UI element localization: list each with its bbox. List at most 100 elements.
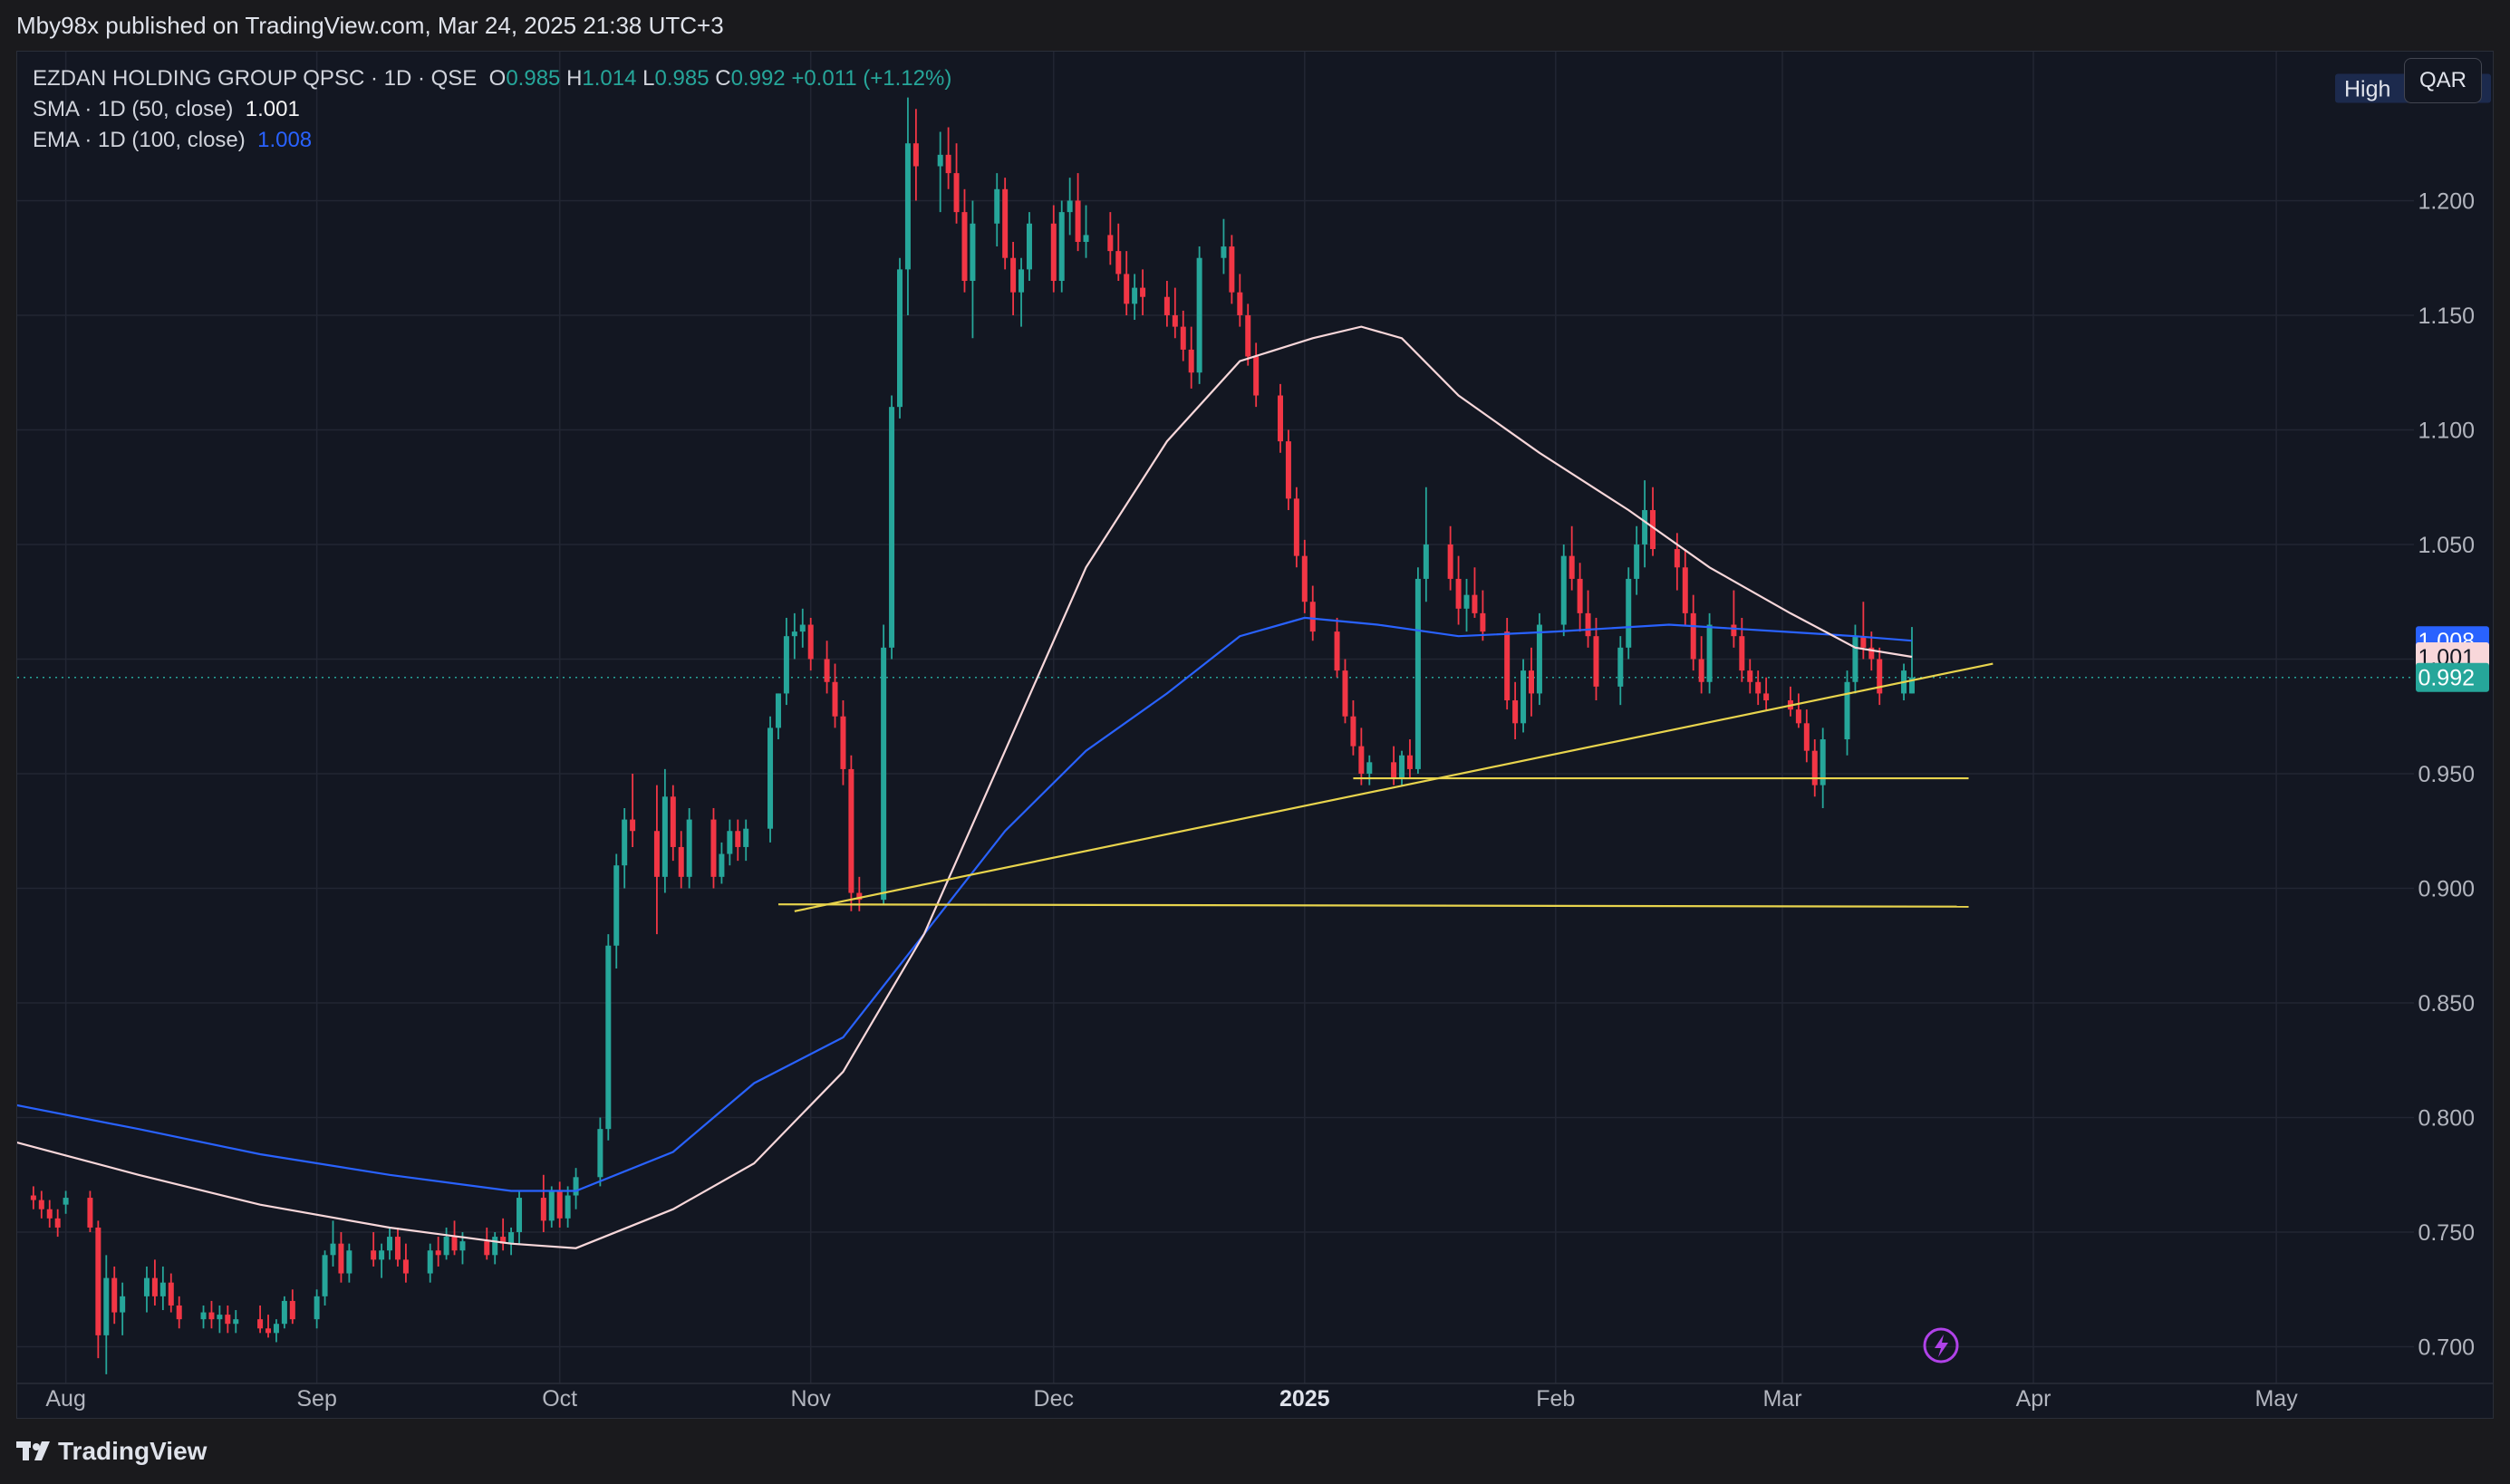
- candle-body: [371, 1250, 377, 1260]
- candle-body: [1504, 631, 1511, 701]
- candle-body: [1010, 257, 1017, 293]
- candle-body: [605, 945, 612, 1130]
- candle-body: [1463, 594, 1470, 609]
- chart-panel[interactable]: 1.2001.1501.1001.0501.0000.9500.9000.850…: [16, 51, 2494, 1419]
- candle-body: [1050, 223, 1057, 282]
- price-tick-label: 0.700: [2418, 1335, 2475, 1361]
- candle-body: [678, 846, 684, 877]
- time-axis: Aug Sep Oct Nov Dec 2025 Feb Mar Apr May: [17, 1383, 2493, 1412]
- candle-body: [912, 143, 919, 167]
- candle-body: [1698, 659, 1704, 682]
- candle-body: [87, 1198, 93, 1228]
- candle-body: [1309, 602, 1316, 632]
- candle-body: [1674, 549, 1680, 568]
- candle-body: [435, 1250, 441, 1256]
- candle-body: [273, 1324, 279, 1334]
- candle-body: [1107, 235, 1114, 252]
- currency-button[interactable]: QAR: [2404, 58, 2482, 103]
- candle-body: [1803, 723, 1810, 751]
- candle-body: [881, 647, 887, 901]
- candle-body: [961, 212, 968, 282]
- candle-body: [1067, 200, 1073, 213]
- candle-body: [824, 659, 830, 682]
- candle-body: [670, 796, 676, 847]
- candle-body: [548, 1190, 555, 1221]
- candle-body: [120, 1296, 126, 1313]
- candle-body: [427, 1250, 433, 1274]
- price-tick-label: 1.200: [2418, 188, 2475, 214]
- time-tick-label: Aug: [45, 1386, 85, 1412]
- ema-row[interactable]: EMA · 1D (100, close) 1.008: [33, 125, 951, 156]
- lightning-icon[interactable]: [1923, 1327, 1959, 1364]
- candle-body: [314, 1296, 320, 1320]
- candle-body: [597, 1129, 603, 1178]
- candle-body: [1018, 269, 1025, 293]
- price-axis-bg: [2414, 52, 2493, 1418]
- time-tick-label: Mar: [1762, 1386, 1801, 1412]
- candle-body: [281, 1300, 287, 1325]
- candle-body: [767, 728, 774, 829]
- candle-body: [1366, 762, 1373, 774]
- last-price-tag: 0.992: [2418, 666, 2475, 691]
- candle-body: [1301, 555, 1308, 602]
- candle-body: [1626, 578, 1632, 648]
- symbol-row: EZDAN HOLDING GROUP QPSC · 1D · QSE O0.9…: [33, 63, 951, 94]
- candle-body: [217, 1315, 223, 1320]
- candle-body: [1868, 647, 1875, 660]
- price-tick-label: 1.050: [2418, 533, 2475, 558]
- candle-body: [791, 631, 797, 637]
- price-tick-label: 1.150: [2418, 304, 2475, 329]
- candle-body: [1423, 544, 1429, 579]
- candle-body: [622, 819, 628, 866]
- candle-body: [1585, 612, 1591, 637]
- candle-body: [970, 223, 976, 282]
- footer: TradingView: [0, 1419, 2510, 1484]
- candle-body: [1690, 612, 1696, 660]
- candle-body: [1277, 395, 1283, 442]
- candles: [30, 97, 1915, 1374]
- time-tick-label: Dec: [1034, 1386, 1074, 1412]
- chart-legend: EZDAN HOLDING GROUP QPSC · 1D · QSE O0.9…: [33, 63, 951, 156]
- candle-body: [1285, 441, 1291, 499]
- candle-body: [159, 1282, 166, 1296]
- candle-body: [540, 1198, 546, 1221]
- change-value: +0.011 (+1.12%): [791, 66, 952, 91]
- candle-body: [394, 1237, 401, 1260]
- price-tick-label: 0.900: [2418, 876, 2475, 901]
- candle-body: [38, 1200, 44, 1209]
- candle-body: [1706, 624, 1713, 682]
- candle-body: [379, 1250, 385, 1260]
- candle-body: [484, 1241, 490, 1256]
- candle-body: [1406, 755, 1413, 769]
- open-value: 0.985: [506, 66, 561, 91]
- time-tick-label: Sep: [296, 1386, 336, 1412]
- candle-body: [200, 1312, 207, 1320]
- candle-body: [1391, 762, 1397, 779]
- candle-body: [233, 1319, 239, 1325]
- candle-body: [1237, 292, 1243, 315]
- candle-body: [1739, 636, 1745, 671]
- sma-row[interactable]: SMA · 1D (50, close) 1.001: [33, 94, 951, 125]
- candle-body: [322, 1255, 328, 1296]
- candle-body: [1196, 257, 1202, 373]
- low-value: 0.985: [654, 66, 710, 91]
- candle-body: [848, 768, 854, 893]
- tradingview-logo-icon: [16, 1441, 50, 1460]
- price-tick-label: 0.850: [2418, 991, 2475, 1017]
- symbol-name: EZDAN HOLDING GROUP QPSC · 1D · QSE: [33, 66, 478, 91]
- time-tick-label: Feb: [1536, 1386, 1575, 1412]
- candle-body: [330, 1243, 336, 1256]
- candle-body: [1350, 716, 1356, 747]
- candle-body: [111, 1277, 118, 1313]
- price-tick-label: 0.800: [2418, 1106, 2475, 1132]
- candle-body: [661, 796, 668, 877]
- low-label: L: [642, 66, 655, 91]
- candle-body: [1058, 212, 1065, 282]
- candle-body: [1163, 296, 1170, 315]
- candle-body: [799, 624, 806, 632]
- price-chart[interactable]: 1.2001.1501.1001.0501.0000.9500.9000.850…: [17, 52, 2493, 1418]
- candle-body: [1569, 555, 1575, 579]
- candle-body: [516, 1198, 523, 1233]
- close-label: C: [715, 66, 731, 91]
- candle-body: [1221, 246, 1227, 258]
